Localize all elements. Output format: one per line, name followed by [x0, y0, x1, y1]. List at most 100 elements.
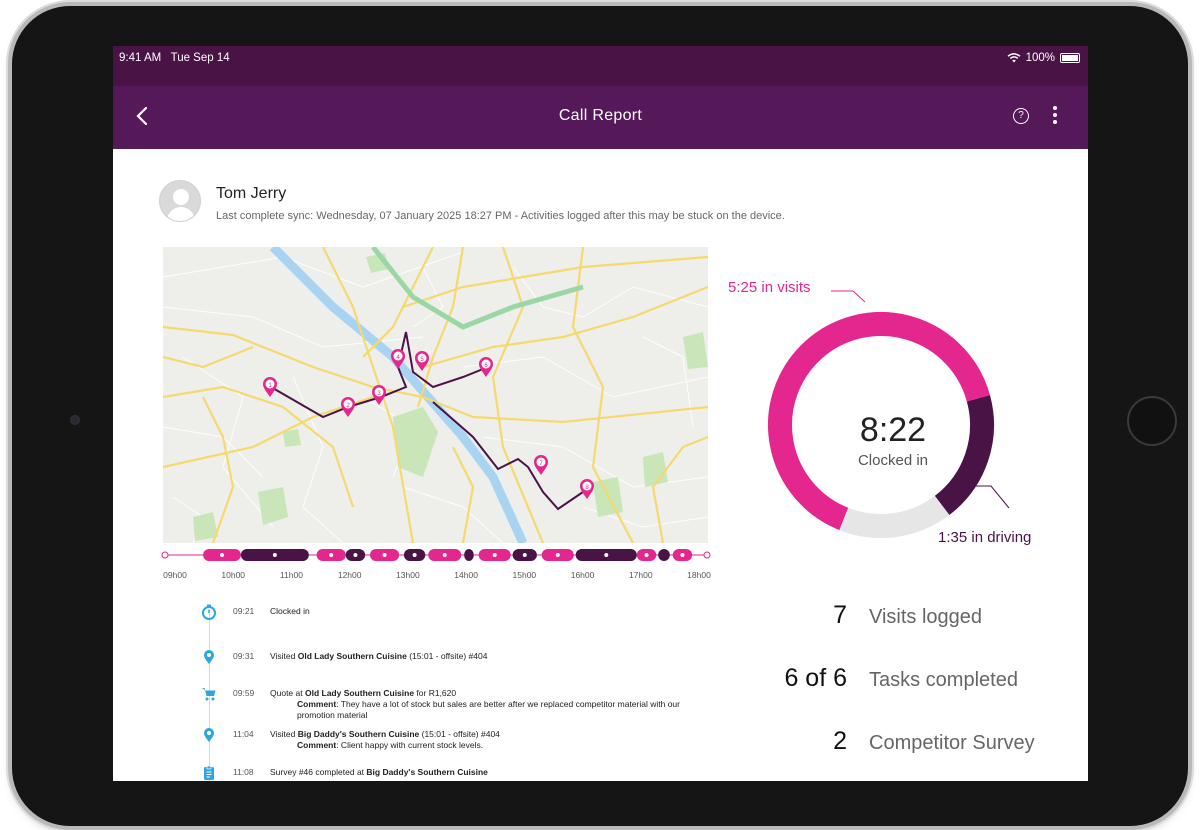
map-pin-5[interactable]: 5: [415, 351, 429, 371]
map-pin-3[interactable]: 3: [372, 385, 386, 405]
timeline-segment-break[interactable]: [464, 549, 474, 561]
map-pin-icon: [204, 650, 214, 664]
map-pin-icon: [442, 553, 447, 557]
cart-icon: [202, 688, 216, 701]
map-pin-icon: [220, 553, 225, 557]
back-chevron-icon[interactable]: [131, 104, 155, 128]
stat-label: Competitor Survey: [869, 732, 1035, 754]
map-pins: 1 2 3 4 5 6 7 8: [263, 349, 594, 499]
stat-value: 7: [833, 601, 847, 629]
stat-value: 2: [833, 727, 847, 755]
donut-chart: [768, 290, 1010, 538]
stat-label: Visits logged: [869, 606, 983, 628]
car-icon: [353, 553, 358, 557]
car-icon: [604, 553, 609, 557]
donut-segment-visits: [768, 312, 990, 531]
svg-text:5: 5: [420, 357, 424, 363]
timeline-ticks: 09h00 10h00 11h00 12h00 13h00 14h00 15h00 16h00…: [163, 570, 711, 584]
visits-leader-line: [831, 290, 866, 303]
more-vertical-icon[interactable]: [1051, 106, 1059, 128]
map-canvas: [163, 247, 708, 543]
tick-label: 13h00: [396, 570, 420, 580]
sync-status: Last complete sync: Wednesday, 07 Januar…: [216, 210, 785, 222]
stat-visits: 7 Visits logged: [763, 601, 1083, 631]
map-pin-icon: [680, 553, 685, 557]
activity-text-pre: Survey #46 completed at: [270, 767, 367, 777]
stat-label: Tasks completed: [869, 669, 1018, 691]
tick-label: 14h00: [454, 570, 478, 580]
map-pin-icon: [644, 553, 649, 557]
comment-text: : Client happy with current stock levels…: [336, 740, 484, 750]
tick-label: 09h00: [163, 570, 187, 580]
activity-text-pre: Quote at: [270, 688, 305, 698]
battery-percent: 100%: [1025, 52, 1055, 64]
activity-customer[interactable]: Big Daddy's Southern Cuisine: [297, 729, 420, 739]
status-indicators: 100%: [1007, 52, 1080, 64]
donut-segment-other: [839, 495, 950, 538]
activity-text-pre: Clocked in: [270, 606, 310, 616]
map-pin-4[interactable]: 4: [391, 349, 405, 369]
page-title: Call Report: [558, 107, 643, 124]
tick-label: 12h00: [337, 570, 362, 580]
time-breakdown-donut: 5:25 in visits 1:35 in driving 8:22 Cloc…: [723, 268, 1063, 558]
svg-text:8: 8: [585, 485, 589, 491]
svg-text:2: 2: [346, 403, 350, 409]
activity-text: Visited Big Daddy's Southern Cuisine (15…: [270, 729, 710, 751]
clocked-in-label: Clocked in: [857, 452, 929, 469]
day-timeline[interactable]: [161, 547, 711, 563]
activity-time: 09:31: [233, 651, 255, 661]
activity-customer[interactable]: Old Lady Southern Cuisine: [297, 651, 407, 661]
map-pin-8[interactable]: 8: [580, 479, 594, 499]
user-name: Tom Jerry: [216, 185, 287, 202]
car-icon: [272, 553, 277, 557]
status-time: 9:41 AM Tue Sep 14: [119, 52, 230, 64]
date: Tue Sep 14: [170, 52, 230, 64]
activity-text: Visited Old Lady Southern Cuisine (15:01…: [270, 651, 710, 662]
activity-customer[interactable]: Old Lady Southern Cuisine: [304, 688, 415, 698]
driving-duration-label: 1:35 in driving: [938, 529, 1032, 546]
comment-text: : They have a lot of stock but sales are…: [297, 699, 680, 720]
activity-time: 09:59: [233, 688, 255, 698]
stat-value: 6 of 6: [784, 664, 847, 692]
tick-label: 17h00: [628, 570, 653, 580]
stopwatch-icon: [202, 604, 216, 620]
svg-text:7: 7: [539, 461, 543, 467]
map-pin-1[interactable]: 1: [263, 377, 277, 397]
visits-duration-label: 5:25 in visits: [728, 279, 811, 296]
activity-text-pre: Visited: [270, 729, 298, 739]
map-pin-icon: [329, 553, 334, 557]
map-pin-7[interactable]: 7: [534, 455, 548, 475]
timeline-segment-break[interactable]: [658, 549, 670, 561]
home-button[interactable]: [1127, 396, 1177, 446]
map-pin-2[interactable]: 2: [341, 397, 355, 417]
activity-connector: [209, 614, 210, 781]
route-map[interactable]: 1 2 3 4 5 6 7 8: [163, 247, 708, 543]
tick-label: 16h00: [570, 570, 595, 580]
activity-time: 11:08: [233, 767, 254, 777]
stat-competitor-survey: 2 Competitor Survey: [763, 727, 1083, 757]
avatar: [159, 180, 201, 222]
activity-text-post: for R1,620: [414, 688, 457, 698]
driving-leader-line: [971, 485, 1010, 509]
activity-text-post: (15:01 - offsite) #404: [419, 729, 500, 739]
svg-text:6: 6: [484, 363, 488, 369]
activity-text-pre: Visited: [270, 651, 298, 661]
car-icon: [522, 553, 527, 557]
activity-text-post: (15:01 - offsite) #404: [406, 651, 488, 661]
map-pin-icon: [555, 553, 560, 557]
clocked-in-value: 8:22: [859, 411, 927, 449]
activity-comment: Comment: They have a lot of stock but sa…: [270, 699, 710, 721]
svg-text:4: 4: [396, 355, 400, 361]
screen: 9:41 AM Tue Sep 14 100% Call Report ? To…: [113, 46, 1088, 781]
app-bar: Call Report ?: [113, 86, 1088, 149]
activity-text: Survey #46 completed at Big Daddy's Sout…: [270, 767, 710, 778]
wifi-icon: [1007, 53, 1021, 63]
tick-label: 10h00: [221, 570, 246, 580]
help-icon[interactable]: ?: [1013, 108, 1029, 124]
map-pin-6[interactable]: 6: [479, 357, 493, 377]
status-bar: 9:41 AM Tue Sep 14 100%: [113, 46, 1088, 86]
tick-label: 11h00: [279, 570, 303, 580]
tick-label: 18h00: [687, 570, 711, 580]
donut-segment-driving: [934, 395, 994, 515]
activity-customer[interactable]: Big Daddy's Southern Cuisine: [366, 767, 488, 777]
